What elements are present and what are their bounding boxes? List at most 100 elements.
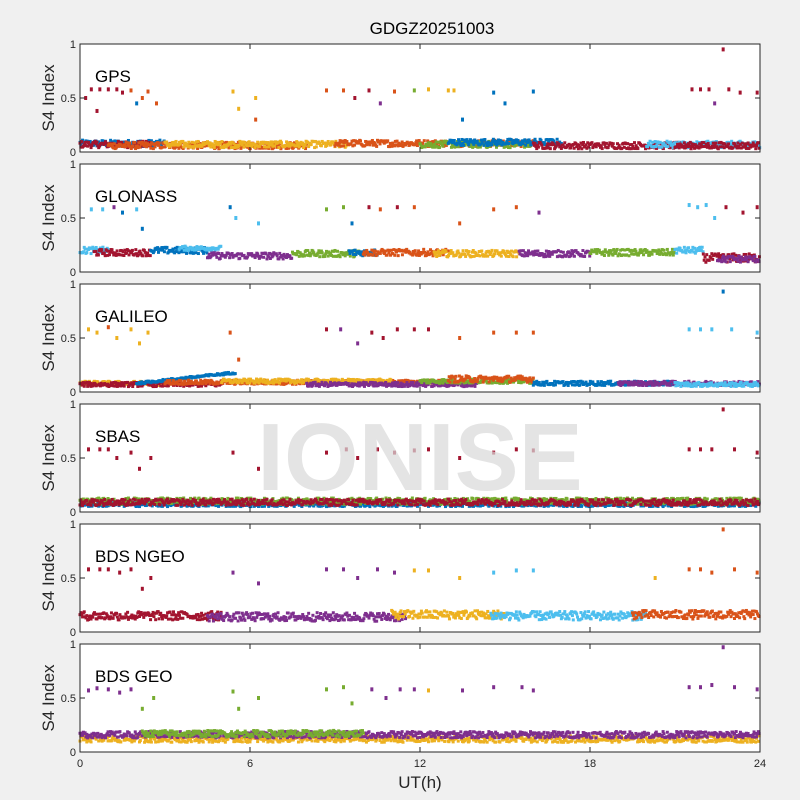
data-point — [427, 141, 430, 145]
data-point — [231, 146, 235, 150]
data-point — [157, 383, 161, 387]
data-point — [634, 249, 638, 253]
data-point — [431, 140, 435, 144]
data-point — [103, 380, 107, 384]
outlier-point — [412, 205, 416, 210]
data-point — [596, 248, 600, 252]
outlier-point — [381, 336, 385, 340]
data-point — [674, 141, 678, 145]
data-point — [423, 145, 427, 149]
outlier-point — [452, 88, 456, 93]
data-point — [335, 254, 339, 258]
data-point — [86, 144, 90, 148]
data-point — [148, 254, 152, 258]
data-point — [79, 145, 83, 149]
data-point — [212, 145, 216, 149]
data-point — [429, 142, 433, 146]
data-point — [227, 252, 231, 256]
data-point — [182, 145, 186, 149]
y-tick-label: 1 — [70, 279, 76, 291]
data-point — [417, 253, 421, 257]
data-point — [130, 381, 134, 385]
data-point — [234, 143, 238, 147]
data-point — [332, 142, 336, 146]
data-point — [357, 381, 361, 385]
data-point — [735, 146, 739, 150]
data-point — [755, 144, 759, 148]
data-point — [665, 247, 669, 251]
data-point — [224, 140, 228, 144]
data-point — [82, 245, 86, 249]
data-point — [562, 145, 566, 149]
data-point — [387, 380, 391, 384]
data-point — [306, 249, 310, 253]
data-point — [183, 379, 187, 383]
data-point — [459, 254, 463, 258]
data-point — [457, 374, 461, 378]
data-point — [531, 376, 535, 380]
data-point — [449, 249, 453, 253]
data-point — [438, 381, 442, 385]
data-point — [659, 251, 663, 255]
data-point — [586, 141, 590, 145]
data-point — [239, 142, 243, 146]
data-point — [273, 144, 277, 148]
data-point — [427, 144, 431, 148]
data-point — [623, 248, 627, 252]
data-point — [201, 141, 205, 145]
outlier-point — [492, 207, 496, 212]
data-point — [625, 253, 629, 257]
data-point — [448, 383, 452, 387]
data-point — [381, 378, 385, 382]
data-point — [375, 379, 379, 383]
data-point — [193, 141, 197, 145]
data-point — [525, 251, 529, 255]
data-point — [457, 138, 461, 142]
data-point — [488, 141, 492, 145]
data-point — [691, 245, 695, 249]
data-point — [408, 250, 412, 254]
data-point — [191, 251, 195, 255]
data-point — [199, 245, 203, 249]
data-point — [581, 143, 585, 147]
data-point — [190, 248, 194, 252]
data-point — [178, 382, 182, 386]
data-point — [454, 253, 458, 257]
data-point — [122, 143, 126, 147]
data-point — [172, 379, 175, 383]
data-point — [658, 252, 662, 256]
data-point — [370, 380, 374, 384]
data-point — [87, 247, 90, 251]
data-point — [357, 251, 361, 255]
data-point — [279, 382, 283, 386]
data-point — [160, 145, 164, 149]
data-point — [668, 146, 672, 150]
data-point — [731, 254, 735, 258]
outlier-point — [121, 210, 124, 215]
data-point — [241, 379, 245, 383]
outlier-point — [378, 207, 382, 212]
data-point — [625, 146, 629, 150]
data-point — [599, 144, 603, 148]
data-point — [346, 252, 350, 256]
data-point — [85, 251, 89, 255]
data-point — [513, 378, 517, 382]
data-point — [240, 381, 244, 385]
data-point — [436, 251, 440, 255]
data-point — [559, 141, 563, 145]
data-point — [106, 382, 110, 386]
data-point — [376, 138, 379, 142]
data-point — [549, 251, 553, 255]
data-point — [466, 141, 470, 145]
data-point — [757, 146, 761, 150]
data-point — [399, 379, 403, 383]
data-point — [349, 142, 353, 146]
data-point — [575, 145, 579, 149]
data-point — [313, 380, 317, 384]
data-point — [273, 378, 277, 382]
data-point — [519, 374, 523, 378]
outlier-point — [237, 106, 241, 111]
data-point — [436, 384, 440, 388]
data-point — [497, 251, 501, 255]
data-point — [159, 384, 163, 388]
